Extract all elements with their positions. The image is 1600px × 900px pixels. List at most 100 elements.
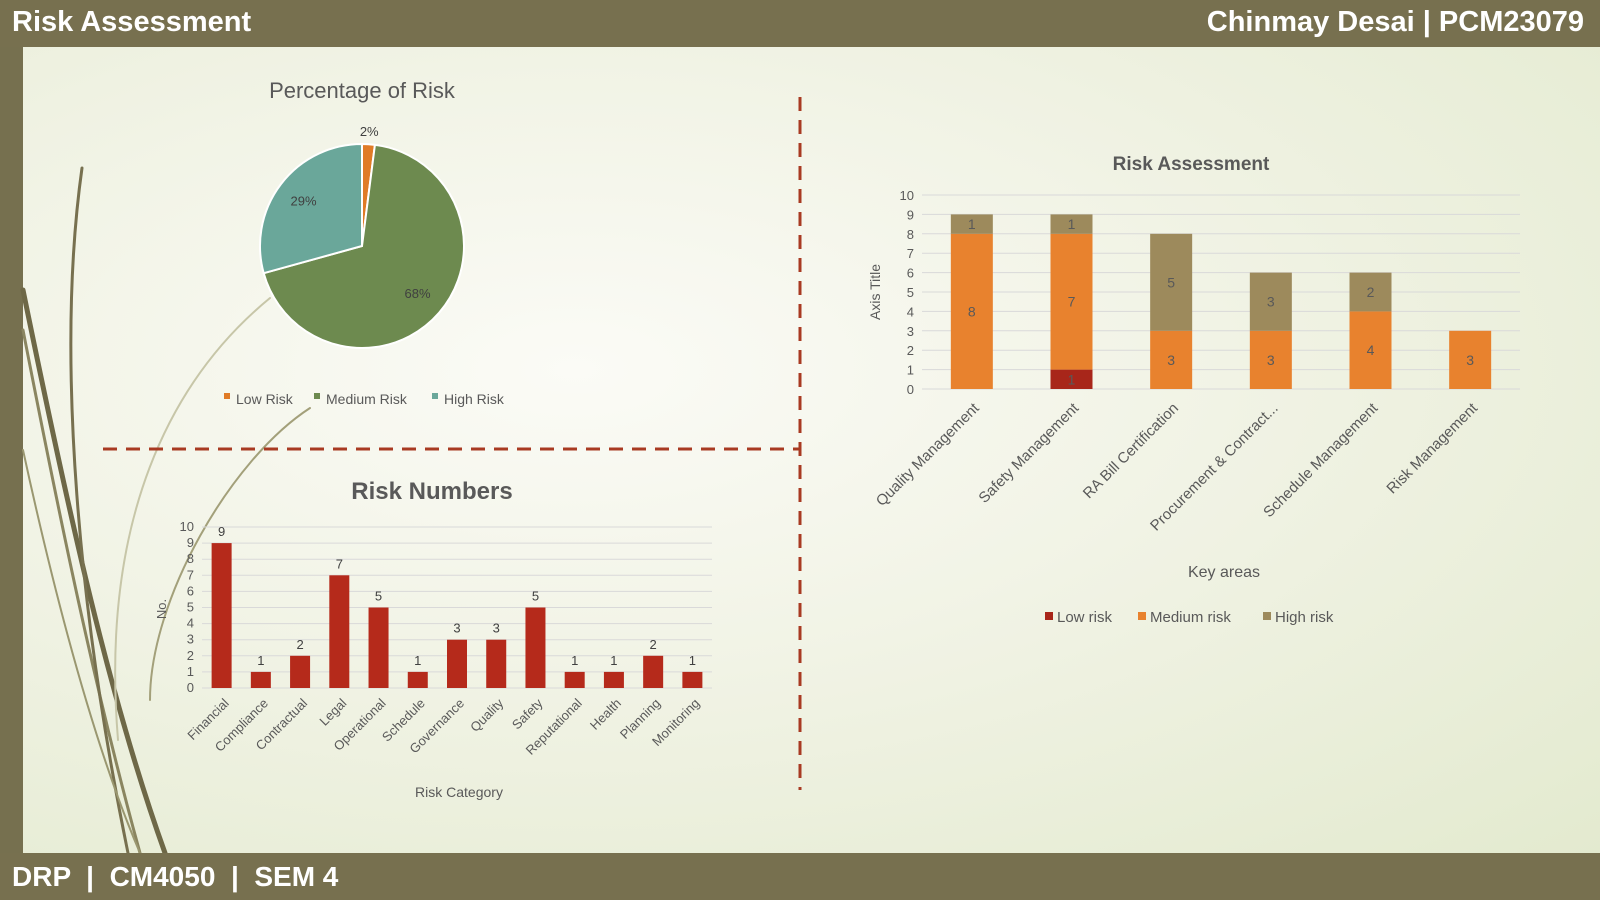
risk-numbers-title: Risk Numbers bbox=[351, 478, 512, 505]
bar-data-label: 1 bbox=[414, 653, 421, 668]
bar-operational bbox=[368, 607, 389, 688]
segment-data-label: 4 bbox=[1367, 342, 1375, 358]
stack-segment-medium-risk bbox=[1050, 233, 1093, 370]
y-tick-label: 5 bbox=[187, 600, 194, 615]
y-tick-label: 7 bbox=[907, 246, 914, 261]
y-tick-label: 1 bbox=[907, 363, 914, 378]
x-tick-label: Schedule Management bbox=[1260, 399, 1382, 521]
bar-data-label: 5 bbox=[375, 589, 382, 604]
bar-reputational bbox=[564, 671, 585, 688]
stack-segment-high-risk bbox=[1050, 214, 1093, 234]
stack-segment-high-risk bbox=[950, 214, 993, 234]
slide-title: Risk Assessment bbox=[12, 6, 252, 38]
stack-segment-low-risk bbox=[1050, 369, 1093, 389]
pie-legend-label: High Risk bbox=[444, 391, 505, 407]
pie-slice-high-risk bbox=[259, 142, 363, 275]
bar-quality bbox=[486, 639, 507, 688]
segment-data-label: 5 bbox=[1167, 274, 1175, 290]
bar-data-label: 9 bbox=[218, 524, 225, 539]
decorative-curves bbox=[20, 166, 311, 856]
segment-data-label: 8 bbox=[968, 303, 976, 319]
segment-data-label: 3 bbox=[1267, 294, 1275, 310]
segment-data-label: 1 bbox=[968, 216, 976, 232]
risk-numbers-xlabel: Risk Category bbox=[415, 784, 503, 800]
bar-contractual bbox=[290, 655, 311, 688]
pie-data-label: 68% bbox=[404, 286, 430, 301]
pie-legend-label: Low Risk bbox=[236, 391, 294, 407]
x-tick-label: Safety bbox=[509, 695, 546, 732]
x-tick-label: Risk Management bbox=[1383, 399, 1481, 497]
pie-data-label: 2% bbox=[360, 124, 379, 139]
y-tick-label: 5 bbox=[907, 285, 914, 300]
legend-label: Low risk bbox=[1057, 609, 1113, 626]
y-tick-label: 8 bbox=[907, 227, 914, 242]
y-tick-label: 1 bbox=[187, 664, 194, 679]
footer-course-info: DRP | CM4050 | SEM 4 bbox=[12, 861, 339, 892]
segment-data-label: 3 bbox=[1267, 352, 1275, 368]
bar-data-label: 2 bbox=[296, 637, 303, 652]
pie-legend-swatch bbox=[224, 393, 230, 399]
stack-segment-high-risk bbox=[1150, 233, 1193, 331]
risk-assessment-chart: Risk Assessment 0 1 2 3 4 5 6 7 8 9 10 8 1 Quality Ma… bbox=[867, 154, 1520, 626]
risk-numbers-ylabel: No. bbox=[154, 599, 169, 619]
stack-segment-medium-risk bbox=[1449, 330, 1492, 389]
pie-chart-title: Percentage of Risk bbox=[269, 78, 456, 103]
risk-assessment-plot: 0 1 2 3 4 5 6 7 8 9 10 8 1 Quality Management 1 7 1 Safet… bbox=[873, 188, 1520, 534]
y-tick-label: 9 bbox=[187, 535, 194, 550]
pie-chart: Percentage of Risk 2% 68% 29% Low Risk Medi… bbox=[224, 78, 505, 407]
x-tick-label: Safety Management bbox=[975, 399, 1083, 507]
pie-legend: Low Risk Medium Risk High Risk bbox=[224, 391, 505, 407]
bar-health bbox=[603, 671, 624, 688]
y-tick-label: 6 bbox=[907, 266, 914, 281]
bar-data-label: 1 bbox=[571, 653, 578, 668]
bar-compliance bbox=[250, 671, 271, 688]
bar-governance bbox=[447, 639, 467, 688]
stack-segment-medium-risk bbox=[1249, 330, 1292, 389]
legend-swatch bbox=[1045, 612, 1053, 620]
pie-legend-swatch bbox=[432, 393, 438, 399]
pie-legend-label: Medium Risk bbox=[326, 391, 408, 407]
risk-assessment-xlabel: Key areas bbox=[1188, 564, 1260, 581]
y-tick-label: 2 bbox=[907, 343, 914, 358]
y-tick-label: 9 bbox=[907, 207, 914, 222]
stack-segment-high-risk bbox=[1349, 272, 1392, 312]
bar-safety bbox=[525, 607, 546, 688]
bar-data-label: 7 bbox=[336, 556, 343, 571]
x-tick-label: Legal bbox=[316, 695, 349, 728]
y-tick-label: 4 bbox=[187, 616, 194, 631]
author-id: Chinmay Desai | PCM23079 bbox=[1206, 6, 1584, 38]
segment-data-label: 3 bbox=[1167, 352, 1175, 368]
risk-assessment-title: Risk Assessment bbox=[1113, 154, 1270, 175]
x-tick-label: Health bbox=[587, 696, 624, 733]
bar-financial bbox=[211, 543, 232, 688]
pie-slices: 2% 68% 29% bbox=[259, 124, 465, 349]
y-tick-label: 3 bbox=[907, 324, 914, 339]
x-tick-label: RA Bill Certification bbox=[1080, 400, 1182, 502]
title-bar: Risk Assessment Chinmay Desai | PCM23079 bbox=[0, 0, 1600, 47]
y-tick-label: 10 bbox=[900, 188, 914, 203]
legend-swatch bbox=[1263, 612, 1271, 620]
pie-data-label: 29% bbox=[291, 194, 317, 209]
bar-schedule bbox=[407, 671, 428, 688]
y-tick-label: 4 bbox=[907, 304, 914, 319]
y-tick-label: 7 bbox=[187, 567, 194, 582]
y-tick-label: 10 bbox=[180, 519, 194, 534]
bar-data-label: 1 bbox=[257, 653, 264, 668]
stack-segment-medium-risk bbox=[950, 233, 993, 389]
risk-assessment-legend: Low risk Medium risk High risk bbox=[1045, 609, 1334, 626]
x-tick-label: Quality bbox=[467, 695, 507, 735]
y-tick-label: 0 bbox=[907, 382, 914, 397]
x-tick-label: Quality Management bbox=[873, 399, 983, 509]
segment-data-label: 7 bbox=[1068, 294, 1076, 310]
stack-segment-medium-risk bbox=[1150, 330, 1193, 389]
bar-data-label: 2 bbox=[650, 637, 657, 652]
segment-data-label: 1 bbox=[1068, 371, 1076, 387]
pie-legend-swatch bbox=[314, 393, 320, 399]
risk-assessment-ylabel: Axis Title bbox=[867, 264, 883, 320]
bar-monitoring bbox=[682, 671, 703, 688]
bar-data-label: 3 bbox=[453, 621, 460, 636]
y-tick-label: 2 bbox=[187, 648, 194, 663]
